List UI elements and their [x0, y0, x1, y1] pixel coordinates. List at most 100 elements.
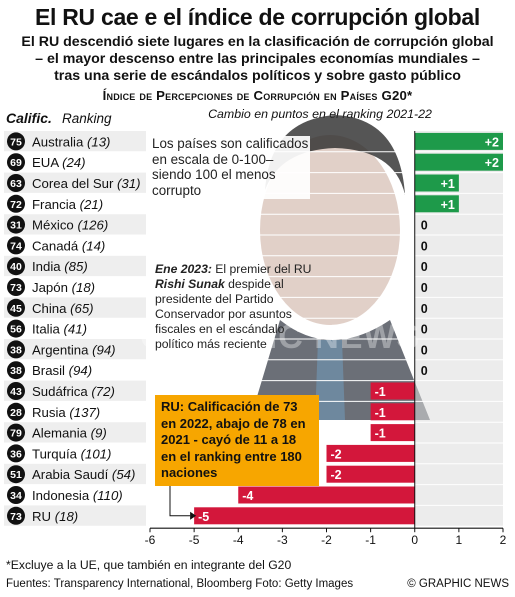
chart-title: El RU cae e el índice de corrupción glob… [35, 4, 480, 30]
event-note: Ene 2023: El premier del RU Rishi Sunak … [155, 262, 313, 352]
score-label: 74 [10, 240, 22, 252]
country-label: China (65) [32, 301, 94, 316]
note-name: Rishi Sunak [155, 277, 225, 291]
row-stripe [4, 255, 146, 277]
score-circle [7, 319, 25, 338]
column-header-score: Calific. [6, 110, 52, 126]
country-label: Canadá (14) [32, 238, 105, 253]
country-label: Japón (18) [32, 280, 95, 295]
change-label: 0 [421, 343, 428, 357]
score-label: 38 [10, 365, 22, 377]
score-label: 79 [10, 428, 22, 440]
row-stripe [4, 172, 146, 194]
rank-label: (85) [64, 259, 87, 274]
country-label: Rusia (137) [32, 405, 100, 420]
change-bar [326, 444, 415, 462]
rank-label: (31) [117, 176, 140, 191]
score-label: 72 [10, 199, 22, 211]
rank-label: (18) [55, 509, 78, 524]
rank-label: (13) [87, 134, 110, 149]
score-circle [7, 465, 25, 484]
note-text-1: El premier del RU [211, 262, 312, 276]
score-circle [7, 132, 25, 151]
scale-caption: Los países son calificados en escala de … [152, 136, 310, 199]
rank-label: (21) [80, 197, 103, 212]
country-label: Italia (41) [32, 322, 87, 337]
change-label: 0 [421, 260, 428, 274]
country-label: EUA (24) [32, 155, 86, 170]
x-tick-label: 2 [500, 533, 507, 547]
change-bar [414, 153, 503, 171]
change-label: 0 [421, 364, 428, 378]
row-stripe [4, 380, 146, 402]
change-label: -4 [242, 489, 253, 503]
score-circle [7, 215, 25, 234]
sources: Fuentes: Transparency International, Blo… [6, 578, 354, 590]
score-circle [7, 444, 25, 463]
country-label: Francia (21) [32, 197, 103, 212]
note-date: Ene 2023: [155, 262, 212, 276]
change-bar [194, 507, 415, 525]
x-tick-label: -5 [189, 533, 200, 547]
rank-label: (65) [70, 301, 93, 316]
score-label: 38 [10, 344, 22, 356]
change-label: -1 [375, 406, 386, 420]
change-bar [370, 382, 415, 400]
score-label: 69 [10, 157, 22, 169]
country-label: Corea del Sur (31) [32, 176, 140, 191]
country-label: Arabia Saudí (54) [32, 467, 135, 482]
change-bar [238, 486, 415, 504]
country-label: Argentina (94) [32, 342, 116, 357]
change-label: -1 [375, 385, 386, 399]
score-label: 75 [10, 136, 22, 148]
change-label: -5 [198, 510, 209, 524]
country-label: Brasil (94) [32, 363, 92, 378]
score-circle [7, 423, 25, 442]
score-circle [7, 153, 25, 172]
score-label: 43 [10, 386, 22, 398]
note-text-2: despide al presidente del Partido Conser… [155, 277, 292, 351]
row-stripe [4, 505, 146, 527]
column-header-ranking: Ranking [62, 111, 112, 126]
x-tick-label: 1 [456, 533, 463, 547]
score-circle [7, 278, 25, 296]
country-label: Alemania (9) [32, 426, 107, 441]
score-label: 36 [10, 448, 22, 460]
subtitle-line-1: El RU descendió siete lugares en la clas… [21, 34, 494, 50]
rank-label: (9) [91, 426, 107, 441]
change-label: +1 [441, 177, 455, 191]
rank-label: (18) [72, 280, 95, 295]
change-bar [326, 465, 415, 483]
country-label: Turquía (101) [32, 446, 111, 461]
change-bar [414, 195, 459, 213]
score-circle [7, 382, 25, 400]
uk-callout: RU: Calificación de 73 en 2022, abajo de… [155, 395, 319, 486]
subtitle-line-2: – el mayor descenso entre las principale… [35, 51, 480, 67]
rank-label: (54) [112, 467, 135, 482]
rank-label: (24) [62, 155, 85, 170]
row-stripe [4, 214, 146, 235]
rank-label: (41) [64, 322, 87, 337]
x-tick-label: -3 [277, 533, 288, 547]
rank-label: (101) [81, 446, 112, 461]
rank-label: (14) [82, 238, 105, 253]
rank-label: (72) [91, 384, 114, 399]
score-label: 40 [10, 261, 22, 273]
footnote: *Excluye a la UE, que también en integra… [6, 558, 292, 572]
score-circle [7, 361, 25, 380]
section-title: Índice de Percepciones de Corrupción en … [102, 88, 413, 103]
change-bar [370, 424, 415, 442]
score-label: 31 [10, 220, 22, 232]
credit: © GRAPHIC NEWS [407, 578, 509, 590]
country-label: RU (18) [32, 509, 78, 524]
change-bar [370, 403, 415, 421]
callout-arrowhead [190, 511, 197, 520]
x-tick-label: -1 [365, 533, 376, 547]
rank-label: (94) [92, 342, 115, 357]
change-label: -2 [331, 447, 342, 461]
column-header-change: Cambio en puntos en el ranking 2021-22 [208, 107, 432, 121]
score-label: 28 [10, 407, 22, 419]
change-label: 0 [421, 219, 428, 233]
score-circle [7, 174, 25, 192]
change-label: 0 [421, 302, 428, 316]
